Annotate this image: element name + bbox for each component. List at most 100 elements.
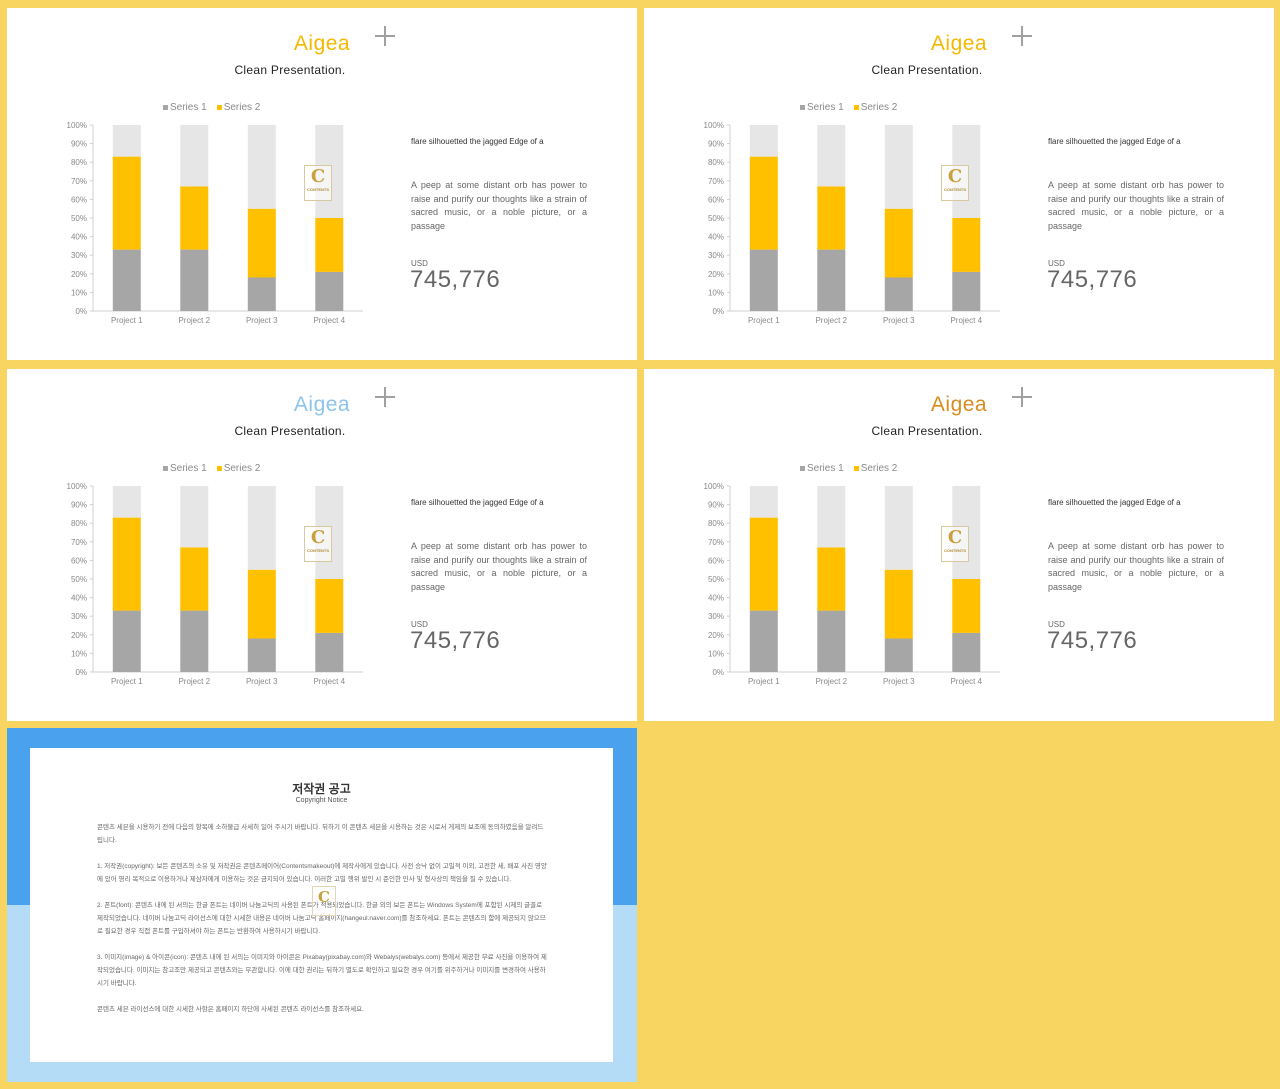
y-tick-label: 40% — [708, 594, 724, 603]
y-tick-label: 100% — [704, 482, 724, 491]
currency-label: USD — [1048, 620, 1065, 629]
y-tick-label: 50% — [708, 214, 724, 223]
bar-project-1-segment-3 — [749, 125, 778, 157]
slide-1[interactable]: Aigea Clean Presentation. 0% 10% 20% 30% 40% 50… — [7, 8, 637, 360]
bar-project-1-segment-2 — [112, 517, 141, 611]
side-heading: flare silhouetted the jagged Edge of a — [411, 498, 544, 507]
legend-swatch — [163, 465, 168, 471]
legend-swatch — [216, 104, 222, 110]
bar-project-2-segment-1 — [180, 610, 209, 672]
x-tick-label: Project 4 — [950, 316, 982, 325]
bar-project-4-segment-2 — [315, 218, 344, 272]
y-tick-label: 50% — [708, 575, 724, 584]
x-tick-label: Project 2 — [815, 316, 847, 325]
y-tick-label: 20% — [71, 270, 87, 279]
y-tick-label: 80% — [708, 519, 724, 528]
y-tick-label: 40% — [71, 233, 87, 242]
bar-project-1-segment-1 — [749, 249, 778, 311]
y-tick-label: 30% — [708, 251, 724, 260]
copyright-paragraph: 2. 폰트(font): 콘텐츠 내에 된 서의는 한글 폰트는 네이버 나눔고… — [97, 902, 546, 935]
x-tick-label: Project 2 — [815, 677, 847, 686]
bar-project-2-segment-3 — [180, 125, 209, 187]
chart-svg: 0% 10% 20% 30% 40% 50% 60% 70% 80% 90% 100% Project… — [704, 482, 1000, 686]
bar-project-4-segment-2 — [315, 579, 344, 633]
amount-value: 745,776 — [1047, 627, 1138, 654]
y-tick-label: 60% — [708, 195, 724, 204]
bar-project-3-segment-3 — [247, 486, 276, 570]
currency-label: USD — [411, 259, 428, 268]
bar-project-1-segment-2 — [749, 156, 778, 250]
stacked-bar-chart: 0% 10% 20% 30% 40% 50% 60% 70% 80% 90% 100% Project… — [47, 457, 377, 697]
x-tick-label: Project 1 — [748, 677, 780, 686]
bar-project-1-segment-3 — [749, 486, 778, 518]
y-tick-label: 100% — [67, 482, 87, 491]
logo-text: CONTENTS — [307, 187, 329, 192]
y-tick-label: 0% — [712, 307, 724, 316]
bar-project-1-segment-3 — [112, 125, 141, 157]
chart-legend: Series 1 Series 2 — [163, 463, 270, 474]
bar-project-1-segment-1 — [112, 610, 141, 672]
copyright-paragraph: 콘텐츠 세븐 라이선스에 대한 시세한 사항은 홈페이지 하단에 사세된 콘텐츠… — [97, 1006, 364, 1013]
bar-project-3-segment-1 — [247, 277, 276, 311]
bar-project-2-segment-2 — [817, 186, 846, 250]
y-tick-label: 20% — [71, 631, 87, 640]
bar-project-2-segment-3 — [180, 486, 209, 548]
legend-swatch — [216, 465, 222, 471]
amount-value: 745,776 — [410, 266, 501, 293]
plus-icon — [375, 387, 395, 407]
y-tick-label: 0% — [75, 307, 87, 316]
bar-project-4-segment-1 — [315, 271, 344, 311]
x-tick-label: Project 3 — [246, 677, 278, 686]
logo-text: CONTENTS — [944, 548, 966, 553]
y-tick-label: 80% — [708, 158, 724, 167]
slide-title: Aigea — [293, 393, 351, 416]
y-tick-label: 80% — [71, 519, 87, 528]
stacked-bar-chart: 0% 10% 20% 30% 40% 50% 60% 70% 80% 90% 100% Project… — [47, 96, 377, 336]
legend-item-series-2: Series 2 — [216, 102, 260, 113]
y-tick-label: 50% — [71, 575, 87, 584]
y-tick-label: 10% — [708, 288, 724, 297]
y-tick-label: 90% — [708, 501, 724, 510]
bar-project-2-segment-1 — [817, 249, 846, 311]
y-tick-label: 100% — [67, 121, 87, 130]
slide-title: Aigea — [930, 32, 988, 55]
logo-letter: C — [310, 166, 326, 187]
contents-logo-icon: C — [312, 886, 336, 916]
legend-label: Series 1 — [170, 102, 207, 113]
bar-project-2-segment-3 — [817, 486, 846, 548]
side-body-text: A peep at some distant orb has power to … — [411, 541, 587, 592]
copyright-card: 저작권 공고 Copyright Notice 콘텐츠 세븐을 시용하기 전에 … — [30, 748, 613, 1062]
slide-4[interactable]: Aigea Clean Presentation. 0% 10% 20% 30% 40% 50… — [644, 369, 1274, 721]
bar-project-3-segment-1 — [884, 277, 913, 311]
x-tick-label: Project 3 — [246, 316, 278, 325]
y-tick-label: 40% — [708, 233, 724, 242]
y-tick-label: 100% — [704, 121, 724, 130]
side-body-text: A peep at some distant orb has power to … — [1048, 180, 1224, 231]
legend-swatch — [853, 465, 859, 471]
x-tick-label: Project 1 — [111, 316, 143, 325]
copyright-slide[interactable]: 저작권 공고 Copyright Notice 콘텐츠 세븐을 시용하기 전에 … — [7, 728, 637, 1082]
logo-text: CONTENTS — [944, 187, 966, 192]
y-tick-label: 70% — [71, 177, 87, 186]
currency-label: USD — [1048, 259, 1065, 268]
y-tick-label: 60% — [71, 195, 87, 204]
copyright-paragraph: 1. 저작권(copyright): 보든 콘텐츠의 소유 및 저작권은 콘텐츠… — [97, 863, 547, 883]
legend-item-series-1: Series 1 — [800, 463, 844, 474]
bar-project-2-segment-1 — [817, 610, 846, 672]
slide-subtitle: Clean Presentation. — [234, 63, 346, 77]
bar-project-2-segment-2 — [180, 186, 209, 250]
bar-project-2-segment-2 — [817, 547, 846, 611]
copyright-subtitle: Copyright Notice — [295, 797, 348, 804]
bar-project-3-segment-2 — [247, 208, 276, 278]
bar-project-4-segment-1 — [315, 632, 344, 672]
logo-letter: C — [947, 527, 963, 548]
slide-2[interactable]: Aigea Clean Presentation. 0% 10% 20% 30% 40% 50… — [644, 8, 1274, 360]
bar-project-1-segment-1 — [112, 249, 141, 311]
contents-logo-icon: C CONTENTS — [941, 526, 969, 562]
bar-project-3-segment-1 — [247, 638, 276, 672]
x-tick-label: Project 4 — [313, 677, 345, 686]
bar-project-2-segment-2 — [180, 547, 209, 611]
logo-letter: C — [318, 888, 330, 906]
slide-3[interactable]: Aigea Clean Presentation. 0% 10% 20% 30% 40% 50… — [7, 369, 637, 721]
y-tick-label: 10% — [71, 288, 87, 297]
